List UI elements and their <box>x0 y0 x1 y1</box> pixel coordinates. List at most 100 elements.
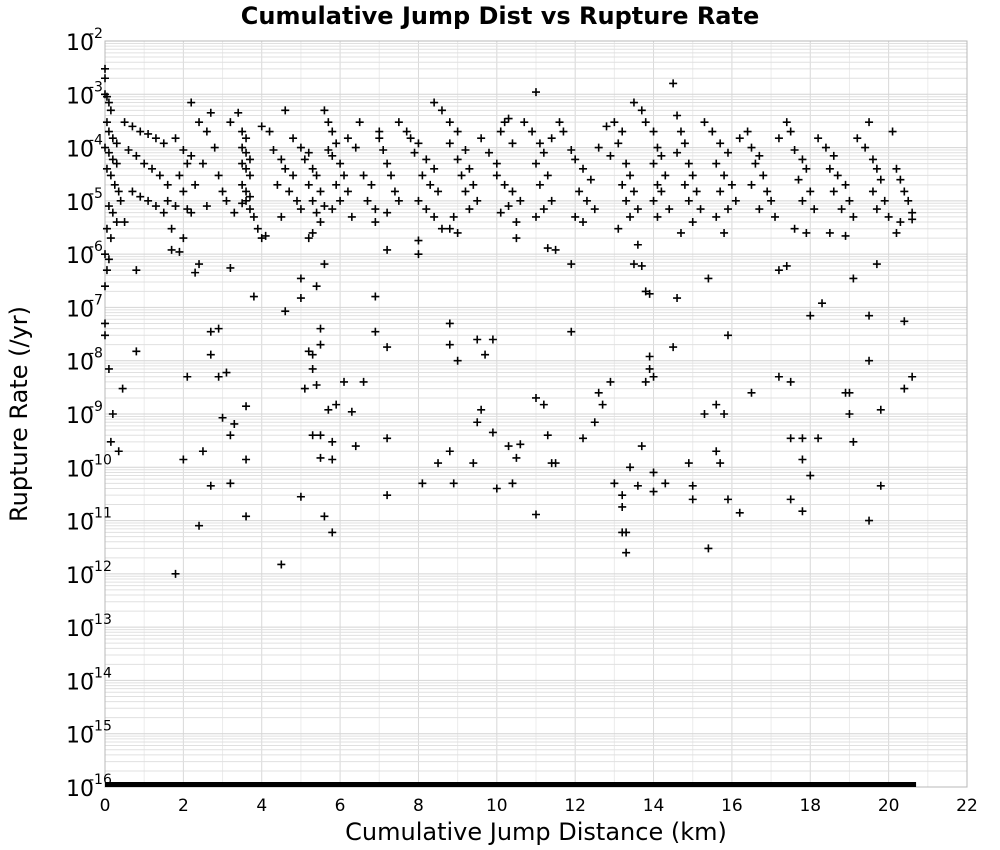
data-point <box>618 502 627 511</box>
data-point <box>383 208 392 217</box>
data-point <box>626 463 635 472</box>
data-point <box>316 431 325 440</box>
data-point <box>606 151 615 160</box>
data-point <box>175 247 184 256</box>
data-point <box>202 202 211 211</box>
data-point <box>257 122 266 131</box>
data-point <box>296 274 305 283</box>
data-point <box>136 127 145 136</box>
data-point <box>292 196 301 205</box>
data-point <box>104 255 113 264</box>
data-point <box>195 521 204 530</box>
data-point <box>743 127 752 136</box>
data-point <box>614 224 623 233</box>
data-point <box>245 155 254 164</box>
data-point <box>649 196 658 205</box>
data-point <box>865 356 874 365</box>
data-point <box>900 187 909 196</box>
data-point <box>735 134 744 143</box>
data-point <box>179 187 188 196</box>
data-point <box>387 171 396 180</box>
data-point <box>833 171 842 180</box>
data-point <box>516 440 525 449</box>
data-point <box>328 437 337 446</box>
data-point <box>688 171 697 180</box>
data-point <box>171 569 180 578</box>
data-point <box>363 196 372 205</box>
data-point <box>418 171 427 180</box>
data-point <box>202 127 211 136</box>
data-point <box>104 98 113 107</box>
data-point <box>437 106 446 115</box>
data-point <box>539 205 548 214</box>
data-point <box>308 431 317 440</box>
data-point <box>277 212 286 221</box>
data-point <box>102 224 111 233</box>
data-point <box>328 127 337 136</box>
data-point <box>214 372 223 381</box>
data-point <box>222 196 231 205</box>
data-point <box>171 202 180 211</box>
data-point <box>296 143 305 152</box>
data-point <box>782 261 791 270</box>
data-point <box>723 148 732 157</box>
data-point <box>845 196 854 205</box>
data-point <box>676 127 685 136</box>
data-point <box>618 528 627 537</box>
data-point <box>669 79 678 88</box>
data-point <box>324 118 333 127</box>
data-point <box>841 180 850 189</box>
data-point <box>347 212 356 221</box>
data-point <box>814 134 823 143</box>
data-point <box>618 180 627 189</box>
y-tick-exponent: -8 <box>89 346 103 362</box>
data-point <box>332 400 341 409</box>
data-point <box>704 274 713 283</box>
data-point <box>108 208 117 217</box>
data-point <box>206 108 215 117</box>
data-point <box>845 410 854 418</box>
data-point <box>304 148 313 157</box>
data-point <box>148 164 157 173</box>
data-point <box>492 484 501 493</box>
y-tick-labels: 10-210-310-410-510-610-710-810-910-1010-… <box>66 26 112 802</box>
data-point <box>829 187 838 196</box>
x-tick-label: 22 <box>956 796 978 816</box>
data-point <box>167 224 176 233</box>
data-point <box>430 164 439 173</box>
data-point <box>104 148 113 157</box>
data-point <box>571 155 580 164</box>
data-point <box>359 171 368 180</box>
data-point <box>112 218 121 227</box>
data-point <box>453 155 462 164</box>
data-point <box>786 377 795 386</box>
data-point <box>461 187 470 196</box>
data-point <box>865 118 874 127</box>
data-point <box>104 202 113 211</box>
data-point <box>868 155 877 164</box>
data-point <box>238 143 247 152</box>
data-point <box>281 307 290 316</box>
data-point <box>579 434 588 443</box>
x-tick-label: 10 <box>486 796 508 816</box>
data-point <box>508 479 517 488</box>
data-point <box>320 202 329 211</box>
x-tick-label: 4 <box>256 796 267 816</box>
data-point <box>806 471 815 480</box>
data-point <box>414 196 423 205</box>
data-point <box>892 164 901 173</box>
data-point <box>633 481 642 490</box>
data-point <box>187 151 196 160</box>
data-point <box>101 143 109 152</box>
data-point <box>214 171 223 180</box>
data-point <box>285 187 294 196</box>
data-point <box>700 410 709 418</box>
data-point <box>410 148 419 157</box>
data-point <box>829 151 838 160</box>
data-point <box>720 410 729 418</box>
data-point <box>567 260 576 269</box>
data-point <box>187 98 196 107</box>
y-tick-exponent: -2 <box>89 26 103 42</box>
data-point <box>183 205 192 214</box>
data-point <box>187 208 196 217</box>
